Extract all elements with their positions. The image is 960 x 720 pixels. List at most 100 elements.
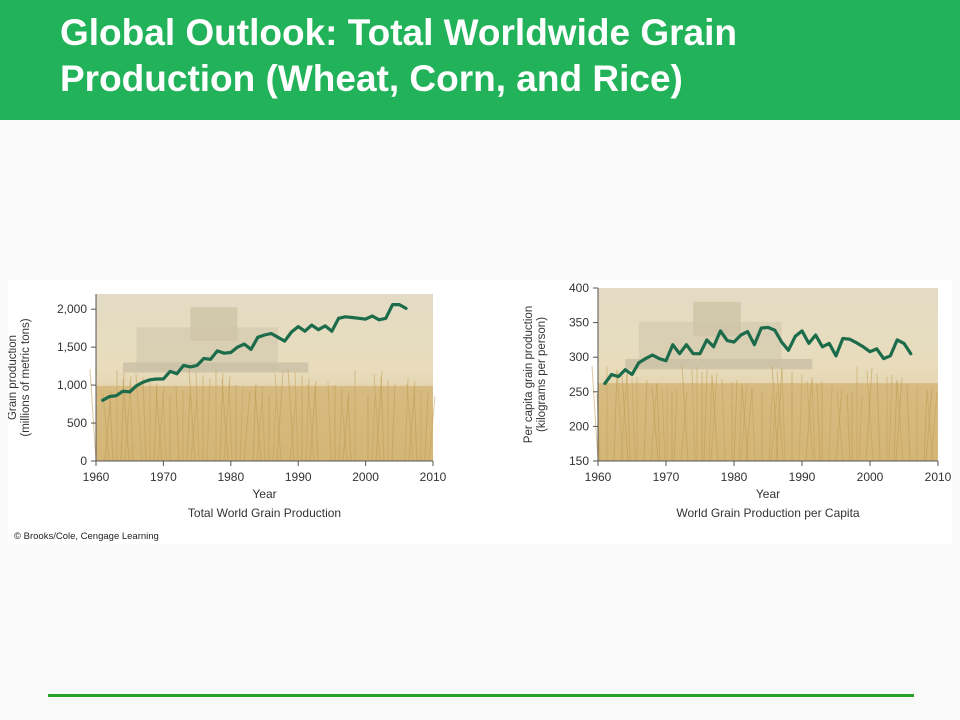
- data-point: [821, 346, 823, 348]
- data-point: [685, 344, 687, 346]
- data-point: [236, 346, 239, 348]
- data-point: [604, 382, 606, 385]
- data-point: [658, 357, 660, 360]
- x-tick-label: 1980: [217, 470, 244, 484]
- data-point: [815, 334, 817, 336]
- data-point: [156, 378, 158, 380]
- data-point: [794, 335, 796, 338]
- x-axis-label: Year: [756, 487, 780, 501]
- y-tick-label: 400: [569, 281, 589, 295]
- x-tick-label: 1990: [285, 470, 312, 484]
- data-point: [862, 346, 864, 348]
- data-point: [713, 346, 715, 348]
- slide-title: Global Outlook: Total Worldwide Grain Pr…: [60, 12, 737, 99]
- data-point: [257, 336, 259, 338]
- x-tick-label: 2010: [925, 470, 952, 484]
- x-axis-label: Year: [252, 487, 276, 501]
- y-tick-label: 1,000: [57, 378, 87, 392]
- data-point: [230, 351, 232, 354]
- wheat-field-photo: [89, 294, 436, 462]
- data-point: [835, 355, 837, 357]
- data-point: [263, 334, 266, 336]
- data-point: [767, 326, 769, 329]
- chart-caption: Total World Grain Production: [188, 506, 341, 520]
- data-point: [311, 324, 313, 326]
- data-point: [611, 373, 613, 376]
- data-point: [896, 339, 898, 341]
- data-point: [624, 369, 626, 371]
- data-point: [808, 342, 810, 344]
- y-tick-label: 200: [569, 419, 589, 433]
- data-point: [869, 351, 871, 353]
- data-point: [699, 353, 701, 355]
- bottom-rule: [48, 694, 914, 697]
- data-point: [297, 326, 299, 328]
- data-point: [183, 364, 185, 366]
- data-point: [385, 317, 387, 319]
- data-point: [162, 378, 164, 380]
- data-point: [801, 330, 803, 332]
- y-tick-label: 2,000: [57, 302, 87, 316]
- data-point: [631, 373, 633, 376]
- data-point: [787, 349, 789, 351]
- data-point: [855, 342, 857, 344]
- data-point: [398, 304, 400, 306]
- data-point: [365, 318, 367, 320]
- data-point: [665, 360, 667, 362]
- x-tick-label: 2000: [857, 470, 884, 484]
- data-point: [358, 317, 360, 319]
- y-tick-label: 500: [67, 416, 87, 430]
- data-point: [129, 391, 131, 393]
- data-point: [115, 395, 117, 397]
- data-point: [903, 342, 905, 344]
- x-tick-label: 1990: [789, 470, 816, 484]
- x-tick-label: 2010: [420, 470, 447, 484]
- data-point: [378, 319, 380, 321]
- x-tick-label: 2000: [352, 470, 379, 484]
- data-point: [135, 385, 138, 387]
- data-point: [889, 355, 891, 357]
- x-tick-label: 1960: [83, 470, 110, 484]
- data-point: [250, 348, 252, 351]
- data-point: [740, 334, 742, 336]
- copyright-credit: © Brooks/Cole, Cengage Learning: [14, 531, 159, 542]
- series-line: [603, 325, 913, 386]
- data-point: [108, 395, 111, 398]
- y-axis-label: (millions of metric tons): [20, 318, 32, 436]
- data-point: [692, 353, 694, 355]
- data-point: [284, 340, 286, 342]
- data-point: [223, 352, 225, 354]
- data-point: [270, 332, 272, 335]
- data-point: [617, 375, 619, 378]
- data-point: [317, 329, 320, 331]
- x-tick-label: 1980: [721, 470, 748, 484]
- chart-total-grain-production: 0 500 1,000 1,500 2,000 1960 1970 1980 1990 2000 2…: [8, 294, 447, 520]
- x-tick-label: 1970: [653, 470, 680, 484]
- data-point: [883, 357, 885, 360]
- data-point: [849, 338, 851, 340]
- data-point: [726, 339, 728, 342]
- data-point: [351, 316, 353, 319]
- y-axis-label: Per capita grain production: [523, 306, 535, 443]
- data-point: [645, 357, 647, 360]
- data-point: [638, 362, 640, 364]
- data-point: [189, 366, 191, 368]
- y-tick-label: 150: [569, 454, 589, 468]
- y-tick-label: 250: [569, 385, 589, 399]
- x-tick-label: 1970: [150, 470, 177, 484]
- y-tick-label: 350: [569, 316, 589, 330]
- data-point: [344, 316, 346, 318]
- data-point: [774, 329, 776, 331]
- data-point: [209, 358, 212, 360]
- data-point: [842, 337, 844, 340]
- data-point: [760, 327, 762, 329]
- data-point: [781, 341, 783, 343]
- y-tick-label: 1,500: [57, 340, 87, 354]
- chart-caption: World Grain Production per Capita: [676, 506, 860, 520]
- series-line: [101, 303, 408, 402]
- y-axis-label: (kilograms per person): [536, 317, 548, 432]
- data-point: [719, 330, 721, 332]
- data-point: [216, 350, 218, 352]
- wheat-field-photo: [591, 288, 938, 462]
- data-point: [243, 343, 245, 345]
